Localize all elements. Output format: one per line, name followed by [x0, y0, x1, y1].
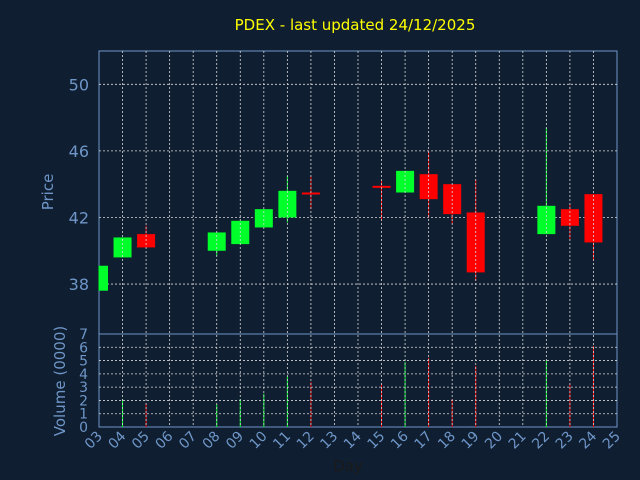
- volume-tick-label: 6: [79, 340, 88, 356]
- x-gridlines: [122, 51, 594, 427]
- volume-tick-label: 3: [79, 380, 88, 396]
- candle: [396, 170, 415, 193]
- price-panel: 38 42 46 50: [69, 50, 618, 335]
- volume-bars: [122, 345, 594, 427]
- chart-title: PDEX - last updated 24/12/2025: [235, 16, 476, 34]
- x-tick-label: 05: [129, 429, 153, 453]
- x-tick-label: 06: [153, 428, 177, 452]
- candle-body: [584, 194, 603, 243]
- x-tick-label: 09: [223, 429, 247, 453]
- x-tick-label: 19: [459, 429, 483, 453]
- x-tick-label: 13: [317, 429, 341, 453]
- x-tick-label: 20: [482, 429, 506, 453]
- x-tick-label: 25: [600, 429, 624, 453]
- x-tick-label: 17: [412, 429, 436, 453]
- candle: [466, 179, 485, 281]
- x-tick-label: 04: [105, 428, 129, 452]
- price-tick-label: 50: [69, 75, 89, 94]
- candle-body: [207, 232, 226, 251]
- price-tick-label: 42: [69, 208, 89, 227]
- price-tick-label: 38: [69, 275, 89, 294]
- volume-tick-label: 5: [79, 354, 88, 370]
- volume-axis-label: Volume (0000): [51, 326, 69, 436]
- candle-body: [372, 185, 391, 188]
- candle-body: [254, 209, 273, 228]
- x-tick-label: 08: [200, 429, 224, 453]
- candle-body: [466, 212, 485, 273]
- x-axis-label: Day: [333, 457, 363, 475]
- x-tick-label: 21: [506, 429, 530, 453]
- candle-body: [396, 170, 415, 193]
- volume-tick-label: 1: [79, 407, 88, 423]
- price-axis-label: Price: [39, 174, 57, 211]
- volume-tick-label: 4: [79, 367, 88, 383]
- x-tick-label: 24: [576, 428, 600, 452]
- candle-body: [560, 209, 579, 226]
- candles: [98, 127, 603, 291]
- price-tick-label: 46: [69, 142, 89, 161]
- x-tick-label: 18: [435, 429, 459, 453]
- x-tick-label: 16: [388, 428, 412, 452]
- volume-tick-label: 0: [79, 420, 88, 436]
- candle-body: [301, 192, 320, 195]
- x-tick-label: 23: [553, 429, 577, 453]
- candle-body: [99, 265, 108, 291]
- x-tick-label: 12: [294, 429, 318, 453]
- x-tick-label: 15: [364, 429, 388, 453]
- price-tick-labels: 38 42 46 50: [69, 75, 89, 294]
- volume-tick-label: 7: [79, 327, 88, 343]
- candle: [98, 265, 108, 291]
- candle-body: [419, 174, 438, 200]
- candle: [560, 204, 579, 240]
- volume-tick-label: 2: [79, 393, 88, 409]
- x-tick-label: 22: [529, 429, 553, 453]
- x-tick-label: 07: [176, 429, 200, 453]
- x-tick-label: 10: [247, 429, 271, 453]
- volume-plot-frame: [98, 333, 618, 428]
- x-tick-label: 14: [341, 428, 365, 452]
- x-tick-labels: 03 04 05 06 07 08 09 10 11 12 13 14 15 16 17 18 19 20 21 22…: [82, 428, 624, 452]
- x-tick-label: 11: [270, 429, 294, 453]
